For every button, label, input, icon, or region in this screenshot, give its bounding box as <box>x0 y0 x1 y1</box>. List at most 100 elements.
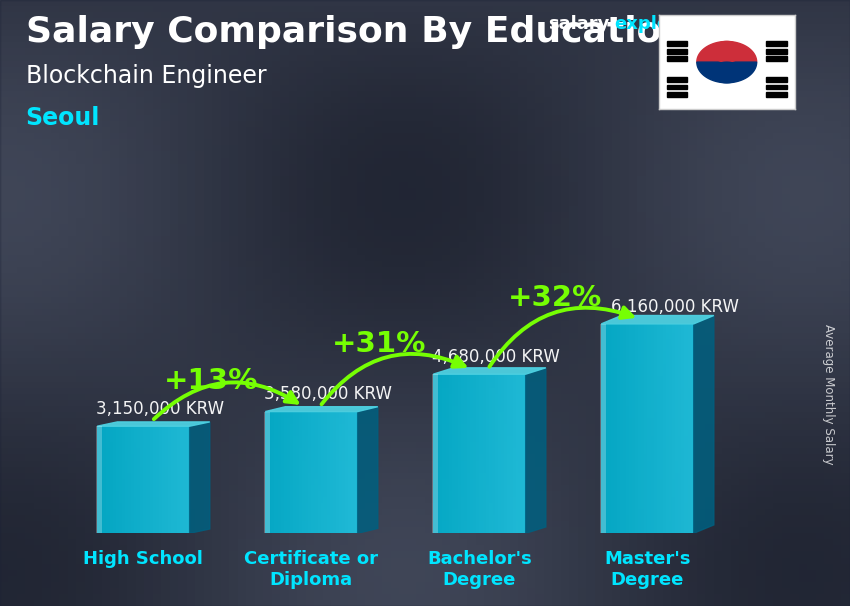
Polygon shape <box>358 407 377 533</box>
Bar <box>766 85 786 89</box>
Bar <box>324 411 327 533</box>
Bar <box>667 77 688 82</box>
Polygon shape <box>697 41 756 62</box>
Bar <box>485 374 489 533</box>
Text: Average Monthly Salary: Average Monthly Salary <box>822 324 836 464</box>
Bar <box>184 426 186 533</box>
Bar <box>104 426 106 533</box>
Bar <box>269 411 271 533</box>
Bar <box>766 77 786 82</box>
Bar <box>501 374 504 533</box>
Bar <box>97 426 100 533</box>
Bar <box>458 374 461 533</box>
Bar <box>654 324 657 533</box>
Bar <box>137 426 140 533</box>
Polygon shape <box>97 422 210 426</box>
Bar <box>343 411 345 533</box>
Bar <box>682 324 684 533</box>
Bar <box>348 411 352 533</box>
Bar <box>519 374 523 533</box>
Bar <box>608 324 610 533</box>
Polygon shape <box>601 316 714 324</box>
Bar <box>667 56 688 61</box>
Bar <box>513 374 517 533</box>
Bar <box>271 411 275 533</box>
Bar <box>675 324 678 533</box>
Bar <box>125 426 128 533</box>
Polygon shape <box>190 422 210 533</box>
Bar <box>106 426 110 533</box>
Bar <box>436 374 439 533</box>
Bar <box>134 426 137 533</box>
Bar <box>644 324 648 533</box>
Bar <box>339 411 343 533</box>
Text: +32%: +32% <box>508 284 602 312</box>
Text: .com: .com <box>699 15 747 33</box>
Bar <box>131 426 134 533</box>
Bar <box>510 374 513 533</box>
Bar <box>439 374 443 533</box>
Bar <box>110 426 112 533</box>
Bar <box>278 411 280 533</box>
Bar <box>140 426 144 533</box>
Bar <box>174 426 178 533</box>
Bar <box>604 324 608 533</box>
Bar <box>333 411 336 533</box>
Bar <box>159 426 162 533</box>
Polygon shape <box>694 316 714 533</box>
Bar <box>311 411 314 533</box>
Bar <box>445 374 449 533</box>
Text: 3,150,000 KRW: 3,150,000 KRW <box>96 401 224 418</box>
Bar <box>128 426 131 533</box>
Polygon shape <box>711 62 742 83</box>
Polygon shape <box>697 62 756 83</box>
Text: Salary Comparison By Education: Salary Comparison By Education <box>26 15 687 49</box>
Bar <box>766 92 786 97</box>
Bar <box>178 426 180 533</box>
Polygon shape <box>525 368 546 533</box>
Bar <box>468 374 470 533</box>
Bar <box>318 411 320 533</box>
Text: 6,160,000 KRW: 6,160,000 KRW <box>610 298 739 316</box>
Bar <box>601 324 604 533</box>
Bar <box>280 411 284 533</box>
Text: Seoul: Seoul <box>26 106 100 130</box>
Bar <box>626 324 629 533</box>
Bar <box>168 426 171 533</box>
Bar <box>610 324 614 533</box>
Polygon shape <box>434 368 546 374</box>
Bar <box>464 374 468 533</box>
Bar <box>667 49 688 54</box>
Bar <box>523 374 525 533</box>
Bar <box>156 426 159 533</box>
Bar <box>495 374 498 533</box>
Bar <box>303 411 305 533</box>
Bar <box>650 324 654 533</box>
Bar <box>648 324 650 533</box>
Bar <box>186 426 190 533</box>
Bar <box>461 374 464 533</box>
Bar <box>119 426 122 533</box>
Bar <box>635 324 638 533</box>
Text: +13%: +13% <box>163 367 258 395</box>
Bar <box>507 374 510 533</box>
Bar <box>663 324 666 533</box>
Bar <box>614 324 617 533</box>
Bar <box>667 85 688 89</box>
Bar <box>309 411 311 533</box>
Bar <box>286 411 290 533</box>
Text: Blockchain Engineer: Blockchain Engineer <box>26 64 266 88</box>
Bar <box>492 374 495 533</box>
Bar <box>432 374 439 533</box>
Bar <box>265 411 269 533</box>
Text: 3,580,000 KRW: 3,580,000 KRW <box>264 385 393 404</box>
Bar <box>354 411 358 533</box>
Bar <box>275 411 278 533</box>
Text: explorer: explorer <box>615 15 700 33</box>
Bar <box>284 411 286 533</box>
Text: +31%: +31% <box>332 330 426 358</box>
Bar <box>599 324 606 533</box>
Bar <box>504 374 507 533</box>
Bar <box>352 411 354 533</box>
Bar <box>330 411 333 533</box>
